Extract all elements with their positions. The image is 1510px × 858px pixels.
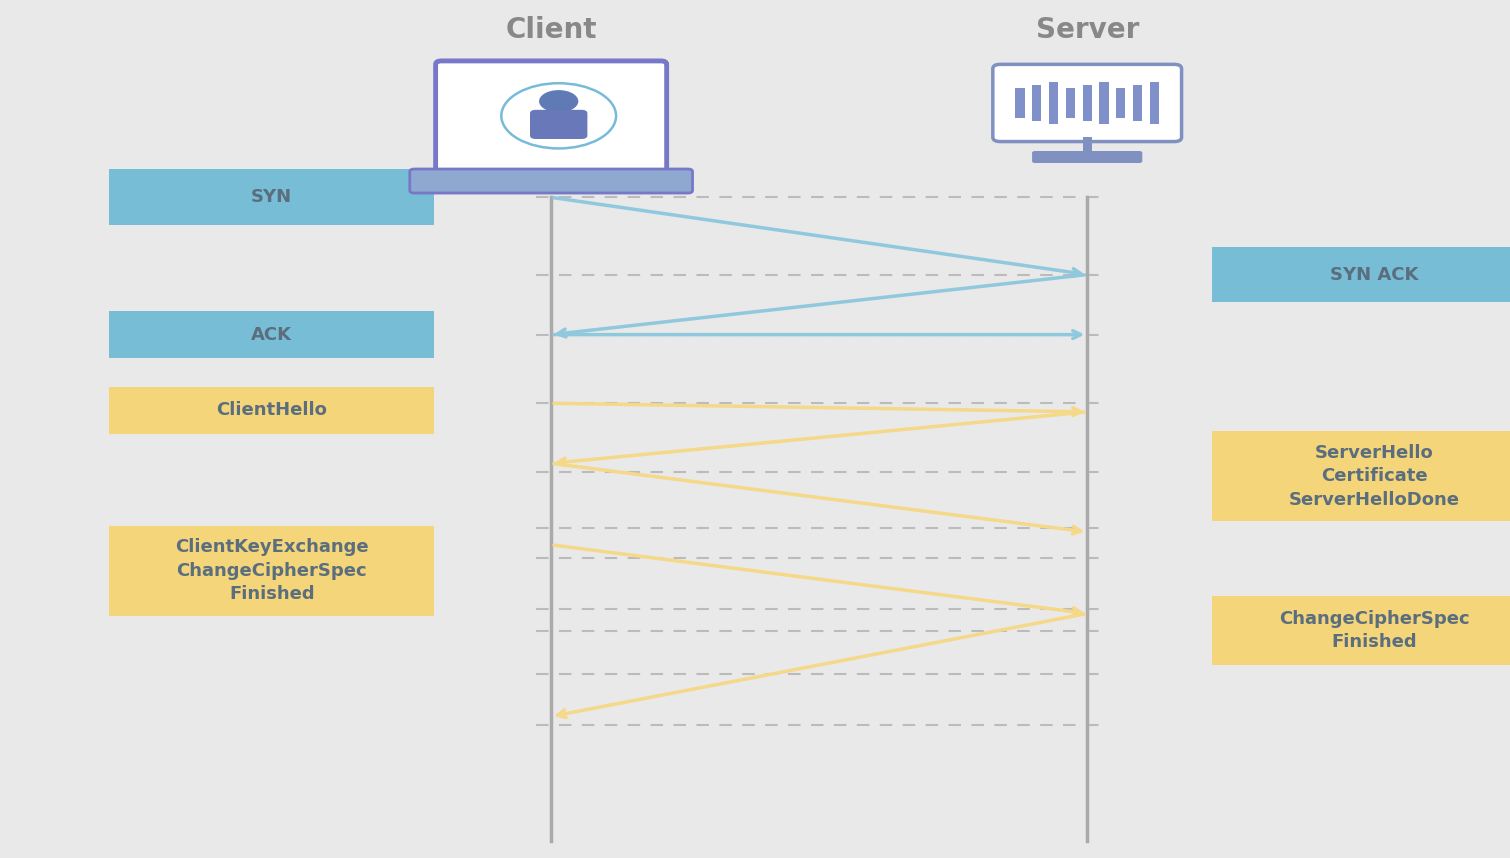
Text: ClientKeyExchange
ChangeCipherSpec
Finished: ClientKeyExchange ChangeCipherSpec Finis… — [175, 538, 368, 603]
Bar — [1132, 85, 1142, 121]
Text: ClientHello: ClientHello — [216, 402, 328, 419]
FancyBboxPatch shape — [1211, 596, 1510, 665]
FancyBboxPatch shape — [530, 110, 587, 139]
FancyBboxPatch shape — [1033, 151, 1142, 163]
FancyBboxPatch shape — [1211, 431, 1510, 522]
Bar — [1066, 88, 1075, 118]
Bar — [1033, 85, 1042, 121]
Text: Server: Server — [1036, 16, 1139, 44]
Text: SYN: SYN — [251, 189, 293, 206]
FancyBboxPatch shape — [409, 169, 693, 193]
Bar — [1151, 82, 1160, 124]
FancyBboxPatch shape — [109, 386, 435, 434]
Text: ServerHello
Certificate
ServerHelloDone: ServerHello Certificate ServerHelloDone — [1288, 444, 1460, 509]
Text: SYN ACK: SYN ACK — [1330, 266, 1418, 283]
FancyBboxPatch shape — [994, 64, 1182, 142]
Text: Client: Client — [506, 16, 596, 44]
Bar — [1099, 82, 1108, 124]
FancyBboxPatch shape — [109, 525, 435, 616]
Text: ChangeCipherSpec
Finished: ChangeCipherSpec Finished — [1279, 610, 1469, 651]
Bar — [1116, 88, 1125, 118]
FancyBboxPatch shape — [109, 311, 435, 359]
Bar — [1049, 82, 1059, 124]
FancyBboxPatch shape — [1211, 246, 1510, 302]
Circle shape — [539, 90, 578, 112]
Bar — [1083, 85, 1092, 121]
FancyBboxPatch shape — [435, 61, 666, 175]
Bar — [1015, 88, 1025, 118]
FancyBboxPatch shape — [109, 170, 435, 225]
Text: ACK: ACK — [251, 326, 293, 343]
Bar — [1083, 137, 1092, 153]
